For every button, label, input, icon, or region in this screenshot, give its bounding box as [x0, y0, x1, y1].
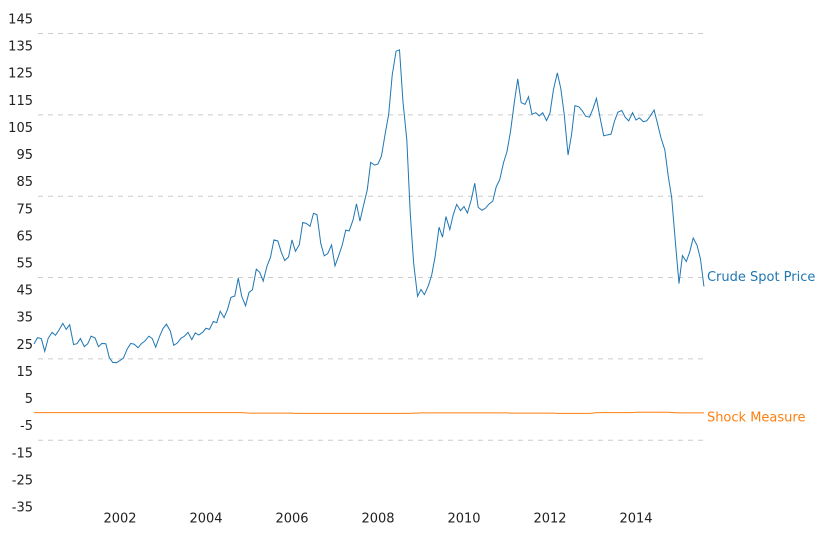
y-tick-label: 35: [16, 311, 33, 326]
y-tick-label: -25: [12, 473, 33, 488]
y-tick-label: -15: [12, 446, 33, 461]
y-tick-label: 125: [8, 67, 33, 82]
y-tick-label: 105: [8, 121, 33, 136]
y-tick-label: 55: [16, 257, 33, 272]
line: [34, 411, 704, 414]
y-tick-label: 145: [8, 13, 33, 28]
y-tick-label: 15: [16, 365, 33, 380]
y-tick-label: 65: [16, 229, 33, 244]
y-tick-label: 85: [16, 175, 33, 190]
x-tick-label: 2014: [619, 512, 652, 527]
y-tick-label: 25: [16, 338, 33, 353]
y-tick-label: 115: [8, 94, 33, 109]
y-tick-label: 75: [16, 202, 33, 217]
y-tick-label: -5: [20, 419, 33, 434]
x-tick-label: 2002: [103, 512, 136, 527]
x-tick-label: 2004: [189, 512, 222, 527]
y-tick-label: 5: [25, 392, 33, 407]
y-tick-label: 135: [8, 40, 33, 55]
line: [33, 49, 705, 364]
x-tick-label: 2012: [533, 512, 566, 527]
y-tick-label: -35: [12, 501, 33, 516]
y-tick-label: 95: [16, 148, 33, 163]
series-label: Crude Spot Price: [707, 270, 815, 285]
x-tick-label: 2006: [275, 512, 308, 527]
x-tick-label: 2008: [361, 512, 394, 527]
series-label: Shock Measure: [707, 410, 806, 425]
x-tick-label: 2010: [447, 512, 480, 527]
y-tick-label: 45: [16, 284, 33, 299]
